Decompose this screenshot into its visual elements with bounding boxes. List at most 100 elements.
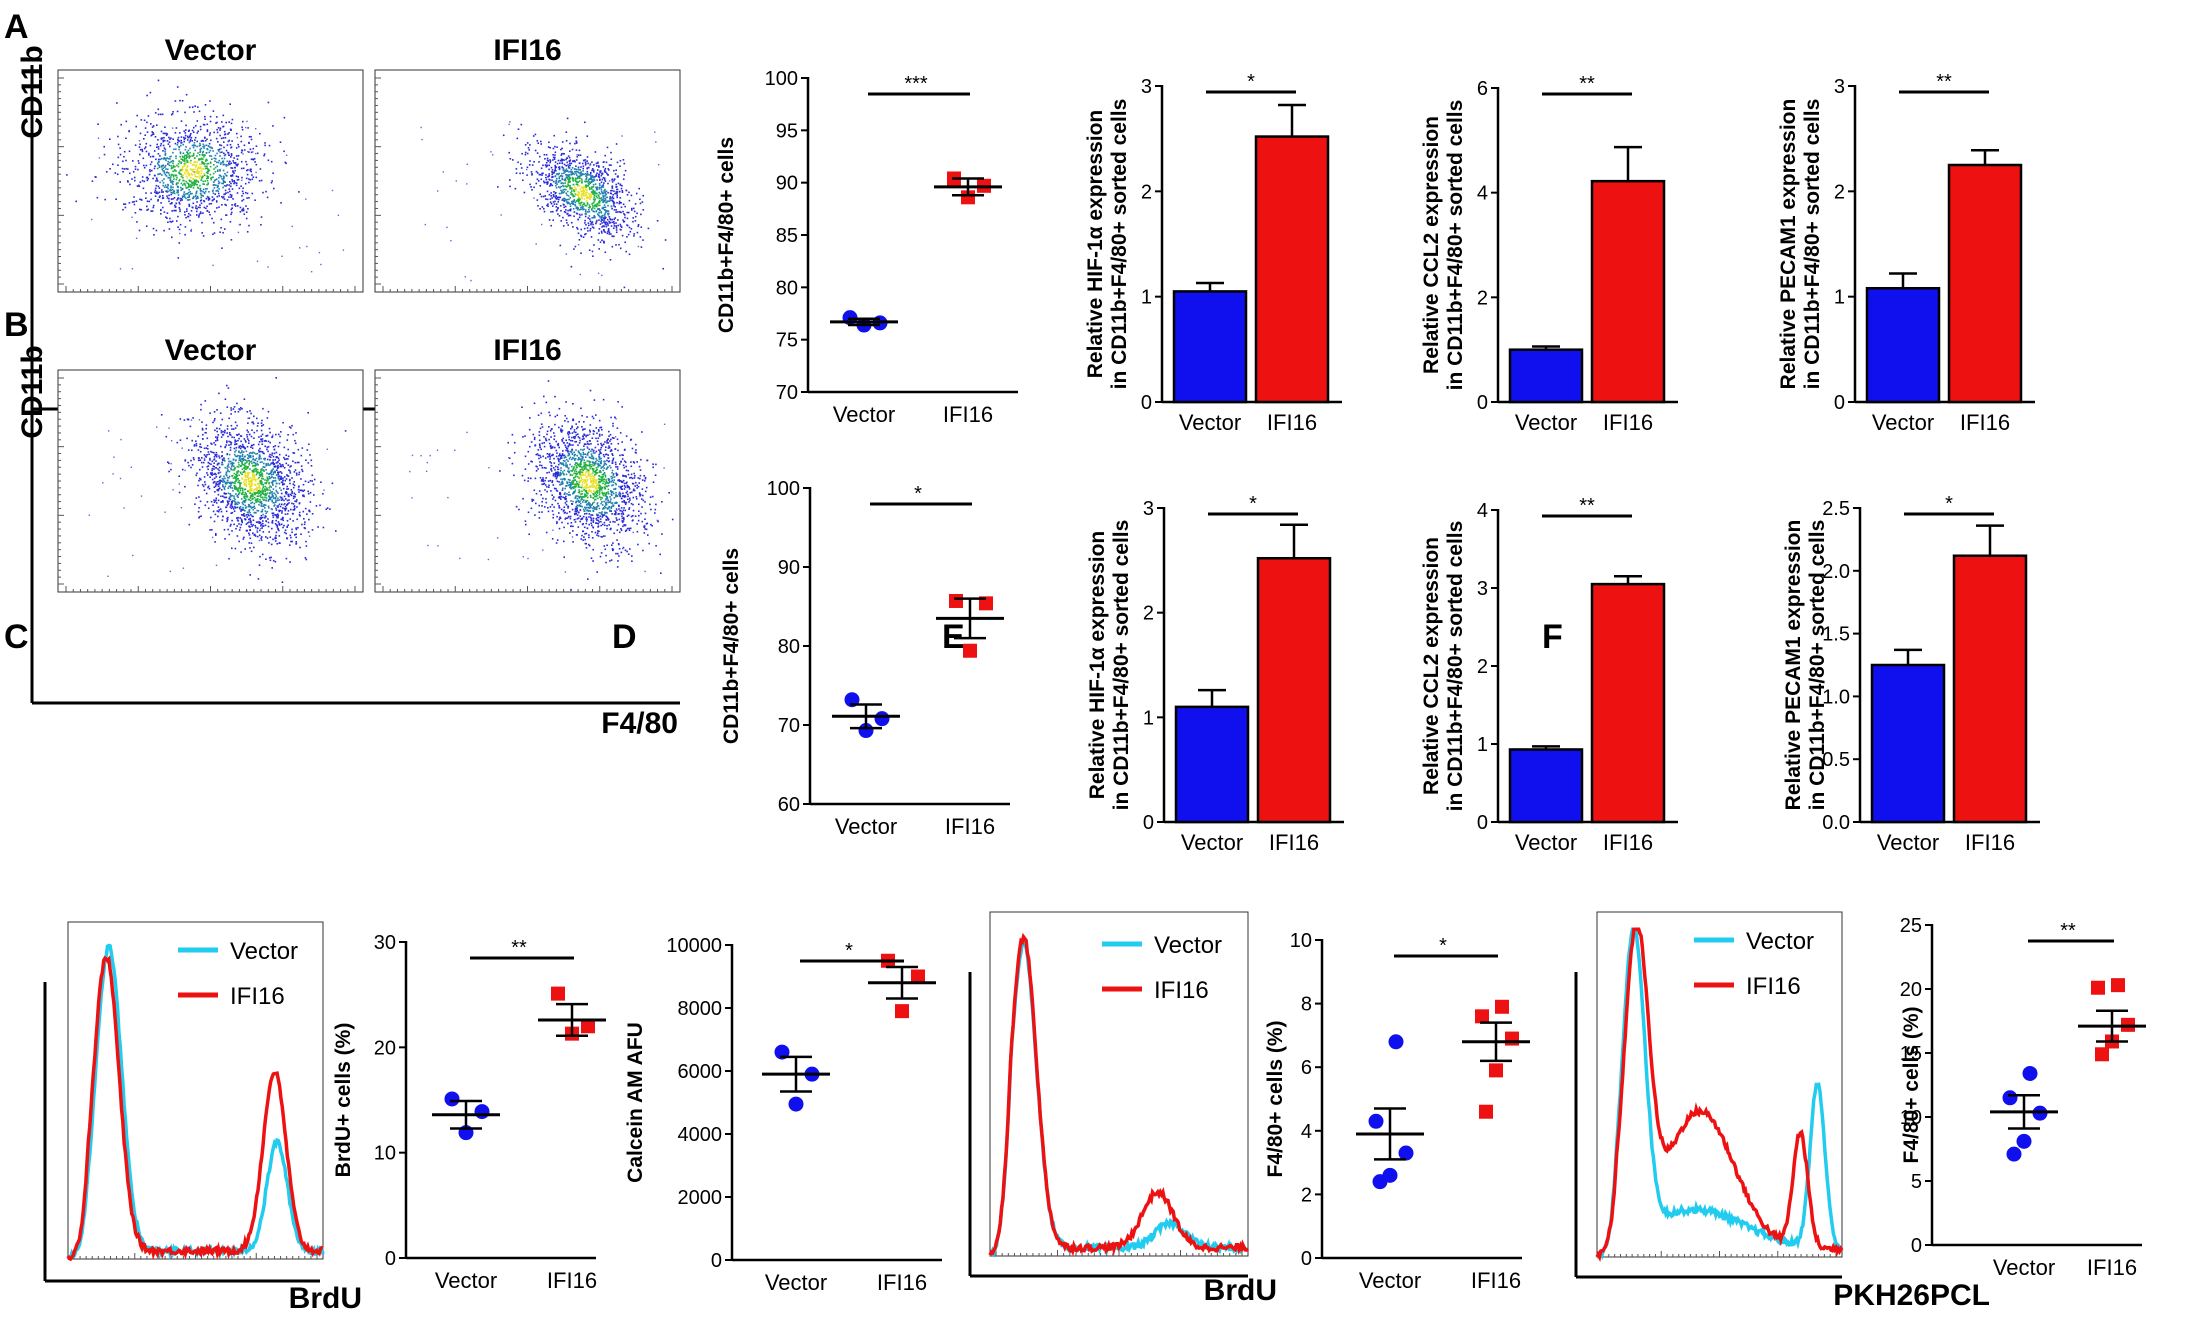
flow-event: [169, 217, 171, 220]
flow-event: [557, 196, 560, 199]
flow-event: [203, 124, 206, 126]
flow-event: [256, 486, 258, 489]
flow-event: [227, 528, 229, 531]
flow-event: [168, 200, 170, 203]
flow-event: [252, 151, 254, 153]
flow-event: [264, 445, 266, 448]
flow-event: [242, 451, 245, 453]
flow-event: [230, 122, 233, 125]
flow-event: [591, 168, 594, 170]
flow-event: [221, 458, 224, 461]
flow-event: [233, 453, 236, 456]
flow-event: [594, 215, 596, 218]
flow-event: [270, 476, 272, 479]
flow-event: [96, 196, 99, 199]
flow-event: [168, 177, 171, 179]
flow-event: [552, 219, 554, 221]
flow-event: [267, 500, 270, 502]
flow-event: [283, 495, 286, 498]
flow-event: [294, 439, 296, 442]
flow-event: [584, 210, 587, 213]
flow-event: [546, 472, 548, 474]
flow-event: [260, 523, 262, 526]
flow-event: [196, 155, 198, 157]
flow-event: [141, 179, 144, 182]
flow-event: [582, 165, 585, 168]
flow-event: [225, 444, 228, 446]
flow-event: [250, 485, 252, 488]
flow-event: [172, 186, 174, 189]
flow-event: [214, 453, 216, 456]
flow-event: [184, 184, 187, 187]
flow-event: [245, 485, 248, 488]
flow-event: [605, 497, 608, 500]
flow-event: [164, 126, 166, 128]
flow-event: [223, 480, 226, 483]
flow-event: [184, 196, 186, 198]
flow-event: [247, 169, 249, 171]
flow-event: [241, 408, 243, 410]
flow-event: [264, 504, 267, 506]
flow-event: [596, 196, 598, 199]
flow-event: [200, 199, 203, 201]
flow-event: [204, 139, 207, 142]
flow-event: [174, 174, 176, 176]
flow-event: [204, 483, 207, 486]
flow-event: [563, 200, 565, 202]
flow-event: [215, 534, 217, 536]
flow-event: [598, 219, 600, 221]
flow-event: [280, 202, 282, 204]
flow-event: [533, 161, 535, 163]
flow-event: [166, 190, 168, 192]
flow-event: [605, 193, 607, 196]
flow-event: [586, 211, 589, 213]
flow-event: [599, 178, 601, 181]
flow-event: [557, 159, 560, 162]
flow-event: [565, 192, 567, 195]
flow-event: [247, 438, 249, 440]
flow-event: [157, 160, 160, 163]
flow-event: [258, 492, 261, 494]
flow-event: [140, 495, 143, 497]
flow-event: [227, 469, 229, 472]
flow-event: [182, 166, 184, 168]
flow-event: [213, 232, 216, 234]
flow-event: [165, 216, 167, 218]
flow-event: [209, 529, 211, 531]
flow-event: [194, 171, 197, 174]
flow-event: [215, 476, 218, 478]
flow-event: [169, 156, 171, 158]
flow-event: [597, 162, 599, 164]
flow-event: [261, 553, 264, 556]
flow-event: [241, 458, 244, 461]
flow-event: [217, 483, 220, 485]
flow-event: [178, 178, 181, 181]
flow-event: [543, 442, 545, 444]
flow-event: [587, 496, 589, 499]
flow-event: [240, 509, 243, 511]
flow-event: [603, 191, 606, 194]
flow-event: [195, 444, 198, 447]
flow-event: [331, 189, 334, 192]
flow-event: [264, 142, 266, 144]
flow-event: [205, 424, 208, 426]
flow-event: [610, 189, 612, 192]
flow-event: [159, 155, 161, 157]
flow-event: [574, 160, 576, 163]
flow-event: [241, 477, 243, 479]
flow-event: [274, 459, 276, 461]
flow-event: [144, 146, 147, 148]
flow-event: [197, 197, 199, 199]
flow-event: [228, 188, 230, 190]
flow-event: [319, 504, 321, 507]
flow-event: [223, 492, 226, 495]
flow-event: [466, 163, 468, 165]
flow-event: [123, 168, 126, 170]
flow-event: [256, 463, 259, 465]
flow-event: [613, 190, 615, 192]
flow-event: [222, 500, 224, 502]
flow-event: [172, 174, 175, 176]
flow-event: [585, 224, 587, 226]
flow-event: [262, 484, 265, 486]
flow-event: [245, 177, 248, 180]
